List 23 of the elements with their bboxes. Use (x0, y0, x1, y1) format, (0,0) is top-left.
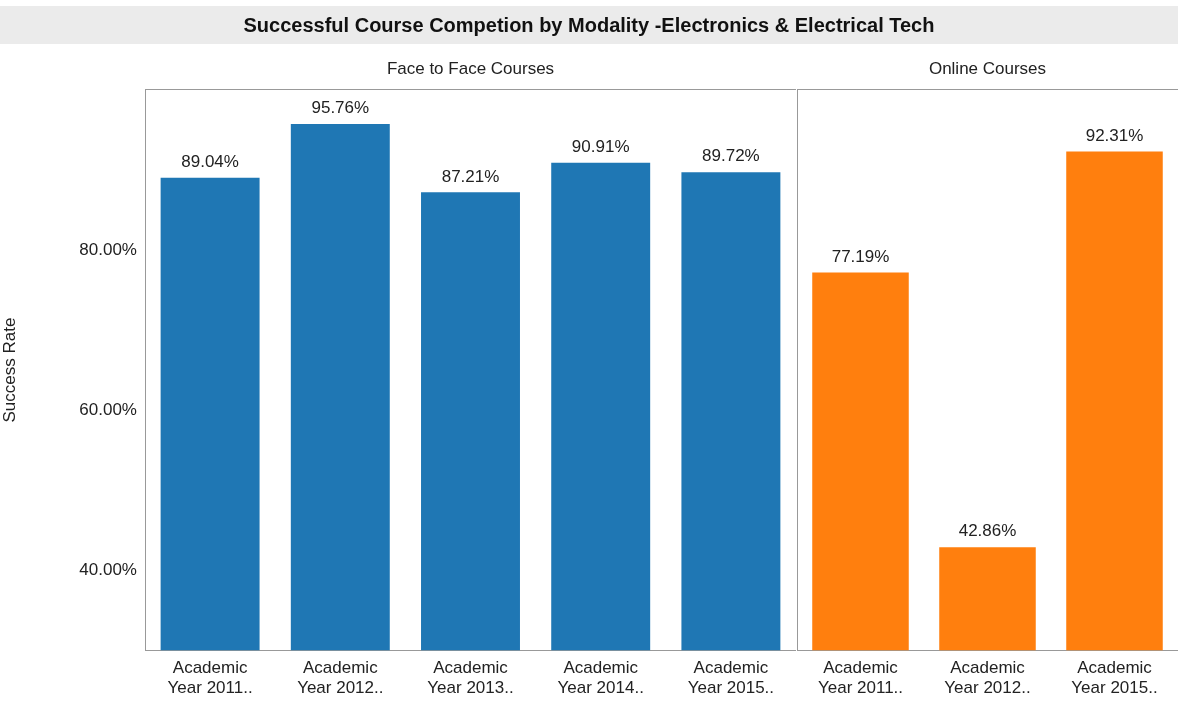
x-tick-label: Academic Year 2015.. (687, 658, 775, 698)
data-label: 87.21% (441, 166, 500, 186)
data-label: 77.19% (831, 246, 890, 266)
x-tick-label: Academic Year 2012.. (944, 658, 1031, 698)
x-tick-label: Academic Year 2015.. (1071, 658, 1158, 698)
x-tick-label: Academic Year 2013.. (427, 658, 514, 698)
data-label: 92.31% (1085, 125, 1144, 145)
x-tick-label: Academic Year 2012.. (297, 658, 384, 698)
y-tick-label: 60.00% (79, 399, 137, 419)
x-tick-label: Academic Year 2011.. (167, 658, 253, 698)
data-label: 95.76% (311, 98, 370, 118)
x-tick-label: Academic Year 2011.. (817, 658, 904, 698)
data-label: 90.91% (571, 136, 630, 156)
chart-subtitle: Face to Face Courses (145, 48, 796, 90)
data-label: 42.86% (958, 521, 1017, 541)
y-tick-label: 80.00% (79, 239, 137, 259)
chart-subtitle: Online Courses (797, 48, 1178, 90)
data-label: 89.72% (702, 146, 760, 166)
chart-title: Successful Course Competion by Modality -Electronics & Electrical Tech (0, 6, 1178, 44)
y-tick-label: 40.00% (79, 559, 137, 579)
data-label: 89.04% (181, 151, 239, 171)
x-tick-label: Academic Year 2014.. (557, 658, 644, 698)
y-axis-title: Success Rate (0, 317, 19, 423)
